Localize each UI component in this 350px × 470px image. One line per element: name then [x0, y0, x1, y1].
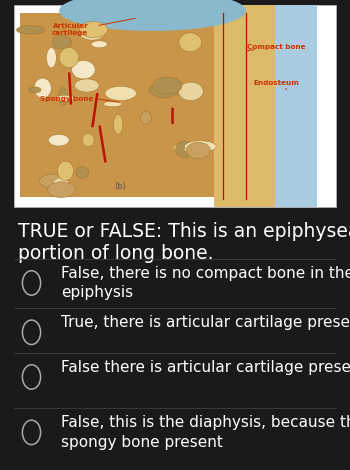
Text: False, this is the diaphysis, because there is
spongy bone present: False, this is the diaphysis, because th… — [61, 415, 350, 450]
Ellipse shape — [59, 0, 246, 31]
Text: (b): (b) — [114, 182, 126, 191]
Ellipse shape — [52, 35, 72, 49]
FancyBboxPatch shape — [275, 5, 317, 207]
Ellipse shape — [79, 22, 108, 38]
Ellipse shape — [53, 178, 69, 188]
FancyBboxPatch shape — [20, 13, 214, 196]
Ellipse shape — [184, 141, 216, 152]
Text: False, there is no compact bone in the
epiphysis: False, there is no compact bone in the e… — [61, 266, 350, 300]
Ellipse shape — [153, 77, 182, 94]
Ellipse shape — [179, 33, 202, 52]
Ellipse shape — [105, 86, 136, 101]
Ellipse shape — [176, 141, 194, 157]
FancyBboxPatch shape — [14, 5, 336, 207]
Ellipse shape — [48, 182, 75, 197]
Ellipse shape — [72, 61, 95, 79]
Ellipse shape — [82, 133, 94, 147]
Text: Endosteum: Endosteum — [253, 79, 299, 86]
Ellipse shape — [104, 101, 122, 107]
Ellipse shape — [182, 94, 199, 100]
Ellipse shape — [79, 26, 105, 40]
Ellipse shape — [178, 82, 203, 101]
Ellipse shape — [91, 41, 107, 47]
Ellipse shape — [47, 47, 56, 68]
Ellipse shape — [113, 115, 123, 134]
Ellipse shape — [16, 26, 44, 34]
Text: Compact bone: Compact bone — [247, 44, 306, 50]
Ellipse shape — [173, 143, 197, 153]
FancyBboxPatch shape — [214, 5, 275, 207]
Ellipse shape — [34, 78, 51, 98]
Ellipse shape — [59, 47, 79, 68]
Text: Spongy bone: Spongy bone — [41, 96, 94, 102]
Ellipse shape — [59, 87, 68, 105]
Ellipse shape — [75, 79, 99, 92]
Ellipse shape — [57, 161, 74, 180]
Text: True, there is articular cartilage present: True, there is articular cartilage prese… — [61, 315, 350, 330]
Ellipse shape — [149, 83, 180, 98]
Text: TRUE or FALSE: This is an epiphyseal
portion of long bone.: TRUE or FALSE: This is an epiphyseal por… — [18, 222, 350, 263]
Ellipse shape — [29, 87, 41, 93]
Ellipse shape — [169, 84, 185, 90]
Text: False there is articular cartilage present: False there is articular cartilage prese… — [61, 360, 350, 375]
Ellipse shape — [48, 134, 69, 146]
Ellipse shape — [184, 144, 204, 154]
Ellipse shape — [56, 95, 74, 101]
Ellipse shape — [186, 142, 210, 159]
Ellipse shape — [40, 174, 69, 188]
Ellipse shape — [75, 167, 89, 178]
Text: Articular
cartilage: Articular cartilage — [52, 24, 89, 37]
Ellipse shape — [140, 111, 151, 124]
